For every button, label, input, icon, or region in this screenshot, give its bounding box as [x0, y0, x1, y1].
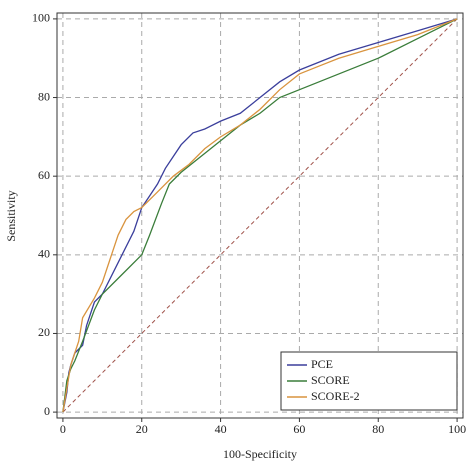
y-tick-label: 100	[32, 11, 50, 25]
legend-label: SCORE-2	[311, 389, 360, 403]
x-tick-label: 60	[293, 422, 305, 436]
y-tick-label: 60	[38, 168, 50, 182]
y-tick-label: 40	[38, 247, 50, 261]
x-tick-label: 40	[215, 422, 227, 436]
x-tick-label: 100	[448, 422, 466, 436]
y-tick-label: 20	[38, 325, 50, 339]
roc-curve	[62, 18, 458, 413]
legend-box	[280, 351, 458, 411]
x-tick-label: 0	[60, 422, 66, 436]
x-tick-label: 20	[136, 422, 148, 436]
legend-label: SCORE	[311, 373, 350, 387]
y-tick-label: 80	[38, 89, 50, 103]
y-axis-label: Sensitivity	[4, 190, 18, 241]
roc-curve	[62, 18, 458, 413]
x-tick-label: 80	[372, 422, 384, 436]
legend-label: PCE	[311, 357, 333, 371]
roc-curve	[62, 18, 458, 413]
plot-frame	[56, 12, 464, 419]
reference-line	[62, 18, 458, 413]
y-tick-label: 0	[44, 404, 50, 418]
x-axis-label: 100-Specificity	[223, 447, 297, 461]
